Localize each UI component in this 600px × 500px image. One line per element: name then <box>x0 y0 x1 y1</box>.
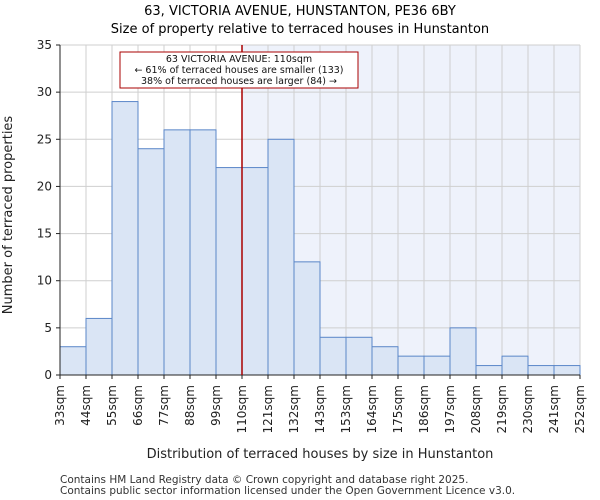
y-tick-label: 30 <box>37 85 52 99</box>
x-tick-label: 241sqm <box>547 385 561 433</box>
y-tick-label: 35 <box>37 38 52 52</box>
x-tick-label: 132sqm <box>287 385 301 433</box>
bar <box>59 346 87 376</box>
bar <box>163 129 191 376</box>
x-tick-label: 197sqm <box>443 385 457 433</box>
annotation-line: ← 61% of terraced houses are smaller (13… <box>134 65 343 76</box>
annotation-box <box>119 51 359 89</box>
x-tick-label: 164sqm <box>365 385 379 433</box>
bar <box>527 365 555 376</box>
x-tick-label: 252sqm <box>573 385 587 433</box>
bar <box>215 167 243 376</box>
bar <box>501 355 529 376</box>
bar <box>241 167 269 376</box>
bar <box>189 129 217 376</box>
y-tick-label: 5 <box>44 321 52 335</box>
x-tick-label: 175sqm <box>391 385 405 433</box>
bar <box>475 365 503 376</box>
x-tick-label: 33sqm <box>53 385 67 426</box>
x-tick-label: 153sqm <box>339 385 353 433</box>
x-tick-label: 143sqm <box>313 385 327 433</box>
x-tick-label: 110sqm <box>235 385 249 433</box>
x-tick-label: 55sqm <box>105 385 119 426</box>
y-tick-label: 25 <box>37 132 52 146</box>
annotation-line: 63 VICTORIA AVENUE: 110sqm <box>166 54 312 65</box>
bar <box>397 355 425 376</box>
footer-copyright: Contains HM Land Registry data © Crown c… <box>60 474 469 486</box>
y-tick-label: 20 <box>37 179 52 193</box>
y-tick-label: 15 <box>37 227 52 241</box>
x-tick-label: 66sqm <box>131 385 145 426</box>
chart-title: 63, VICTORIA AVENUE, HUNSTANTON, PE36 6B… <box>144 4 456 19</box>
bar <box>553 365 581 376</box>
bar <box>293 261 321 376</box>
x-tick-label: 77sqm <box>157 385 171 426</box>
bar <box>449 327 477 376</box>
bar <box>111 101 139 376</box>
annotation-line: 38% of terraced houses are larger (84) → <box>141 76 337 87</box>
x-tick-label: 121sqm <box>261 385 275 433</box>
y-tick-label: 10 <box>37 274 52 288</box>
x-tick-label: 219sqm <box>495 385 509 433</box>
bar <box>267 138 295 376</box>
bar <box>423 355 451 376</box>
x-tick-label: 88sqm <box>183 385 197 426</box>
y-tick-label: 0 <box>44 368 52 382</box>
y-axis-label: Number of terraced properties <box>1 116 16 315</box>
x-tick-label: 44sqm <box>79 385 93 426</box>
x-tick-label: 186sqm <box>417 385 431 433</box>
footer-licence: Contains public sector information licen… <box>60 485 516 497</box>
bar <box>319 336 347 376</box>
x-tick-label: 208sqm <box>469 385 483 433</box>
x-axis-label: Distribution of terraced houses by size … <box>147 447 494 462</box>
bar <box>345 336 373 376</box>
bar <box>85 317 113 376</box>
bar <box>371 346 399 376</box>
bar <box>137 148 165 376</box>
x-tick-label: 99sqm <box>209 385 223 426</box>
chart-subtitle: Size of property relative to terraced ho… <box>111 22 489 37</box>
x-tick-label: 230sqm <box>521 385 535 433</box>
